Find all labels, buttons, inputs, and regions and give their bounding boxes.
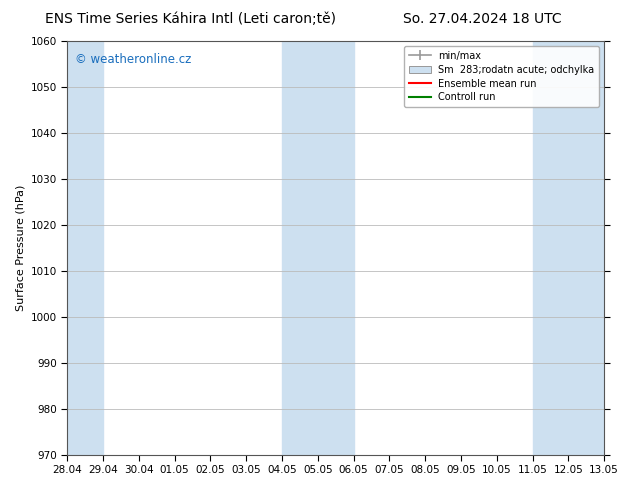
- Text: ENS Time Series Káhira Intl (Leti caron;tě): ENS Time Series Káhira Intl (Leti caron;…: [45, 12, 335, 26]
- Bar: [67, 41, 103, 455]
- Y-axis label: Surface Pressure (hPa): Surface Pressure (hPa): [15, 185, 25, 311]
- Legend: min/max, Sm  283;rodatn acute; odchylka, Ensemble mean run, Controll run: min/max, Sm 283;rodatn acute; odchylka, …: [404, 46, 599, 107]
- Text: © weatheronline.cz: © weatheronline.cz: [75, 53, 191, 67]
- Text: So. 27.04.2024 18 UTC: So. 27.04.2024 18 UTC: [403, 12, 561, 26]
- Bar: [533, 41, 604, 455]
- Bar: [282, 41, 354, 455]
